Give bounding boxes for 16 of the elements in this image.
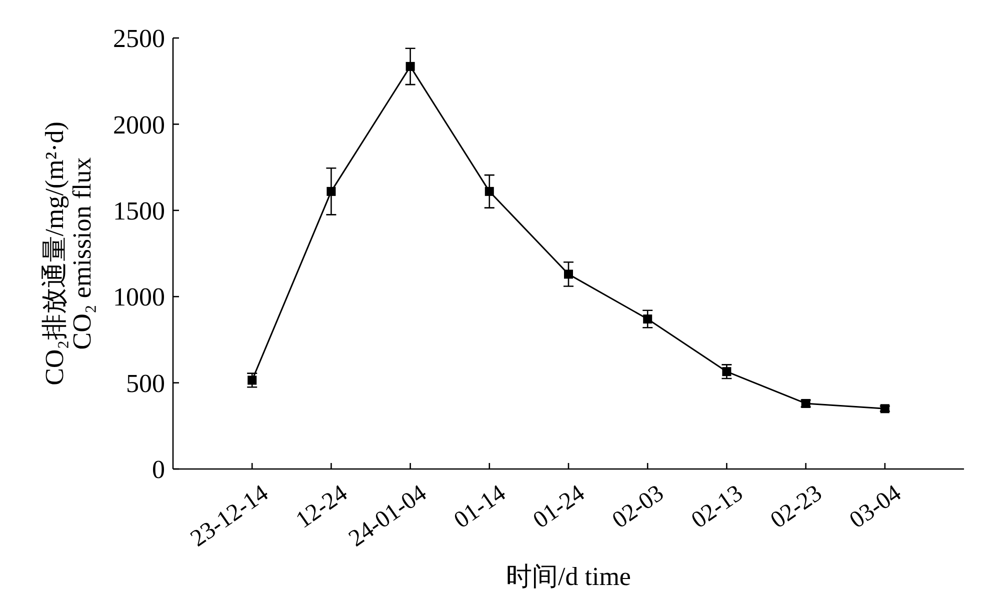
x-tick-label: 02-03: [608, 480, 669, 534]
point: [484, 186, 494, 196]
y-tick-label: 0: [152, 455, 165, 484]
y-tick-label: 1500: [113, 196, 165, 226]
point: [564, 270, 573, 279]
x-tick-label: 02-13: [686, 480, 748, 534]
y-tick-label: 2500: [113, 24, 165, 54]
x-tick-label: 02-23: [766, 480, 827, 534]
point: [643, 314, 652, 324]
y-axis-title: CO₂排放通量/mg/(m²·d) CO₂ emission flux: [40, 122, 96, 386]
y-tick-label: 1000: [113, 282, 165, 312]
y-tick-label: 500: [126, 368, 165, 398]
point: [326, 186, 336, 196]
point: [406, 62, 415, 71]
x-axis-title: 时间/d time: [506, 562, 631, 591]
y-tick-label: 2000: [113, 110, 165, 140]
